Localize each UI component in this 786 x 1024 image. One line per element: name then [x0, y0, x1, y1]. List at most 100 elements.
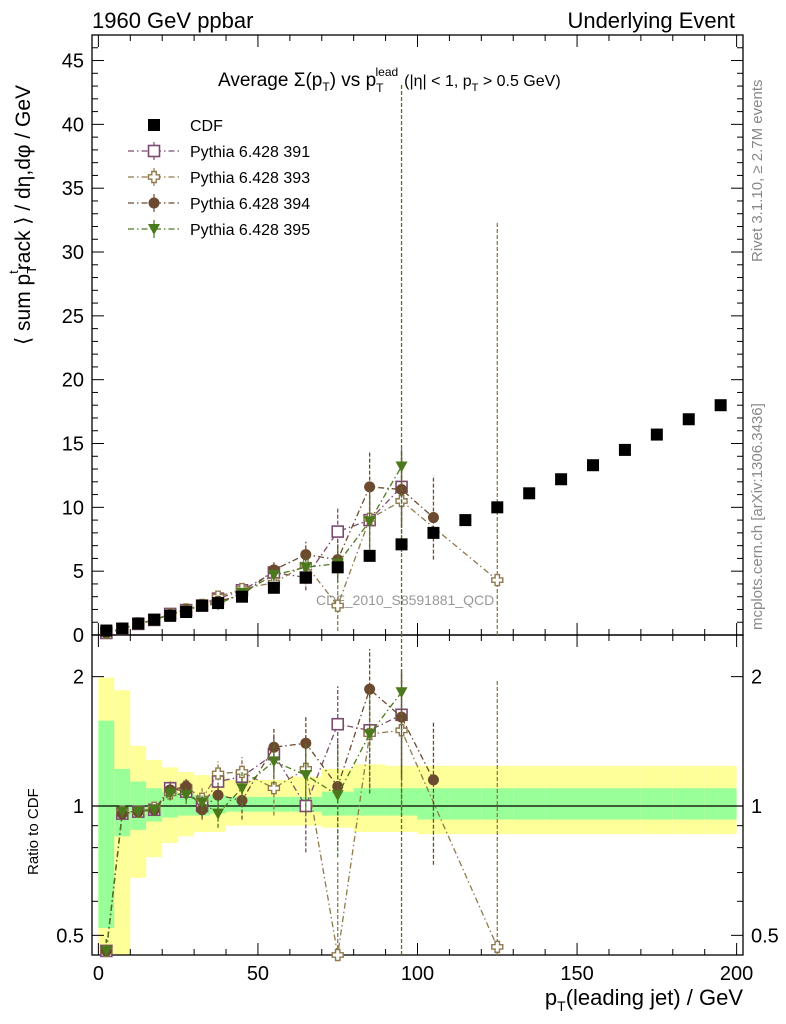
- data-point: [212, 597, 225, 610]
- title-cut: (|η| < 1, p: [404, 73, 472, 90]
- ratio-band-inner: [449, 788, 482, 820]
- x-axis-label: pT(leading jet) / GeV: [545, 985, 743, 1014]
- series-ratio-point: [427, 774, 439, 786]
- ratio-y-axis-label: Ratio to CDF: [25, 788, 42, 875]
- title-sub-t: T: [322, 80, 330, 94]
- data-point: [555, 473, 568, 486]
- series-ratio-point: [331, 790, 344, 802]
- ratio-band-inner: [98, 720, 115, 929]
- ratio-band-inner: [321, 791, 354, 816]
- legend-marker: [147, 144, 161, 158]
- data-point: [331, 561, 344, 574]
- title-sigma: Σ(p: [294, 70, 323, 91]
- ratio-tick-label-right: 2: [751, 667, 762, 689]
- series-ratio-point: [235, 783, 248, 795]
- legend-label: Pythia 6.428 394: [190, 196, 310, 213]
- series-ratio-point: [267, 782, 281, 795]
- data-point: [132, 617, 145, 630]
- data-point: [196, 599, 209, 612]
- xlabel-sub: T: [557, 998, 566, 1014]
- series-point: [491, 573, 504, 587]
- legend: CDF Pythia 6.428 391 Pythia 6.428 393 Pythi…: [128, 118, 310, 239]
- legend-label: Pythia 6.428 391: [190, 144, 310, 161]
- legend-marker: [148, 197, 160, 209]
- series-ratio-point: [196, 797, 209, 809]
- data-point: [523, 487, 536, 500]
- series-ratio-point: [164, 788, 177, 800]
- title-sub-t3: T: [472, 82, 479, 94]
- data-point: [267, 581, 280, 594]
- ratio-panel: [91, 634, 744, 956]
- series-ratio-point: [212, 808, 225, 820]
- data-point: [650, 428, 663, 441]
- y-tick-label: 15: [62, 434, 84, 456]
- data-point: [116, 622, 129, 635]
- xlabel-p: p: [545, 985, 557, 1010]
- y-tick-label: 25: [62, 306, 84, 328]
- ylabel-sup: t: [6, 270, 21, 274]
- ylabel-sub: T: [24, 266, 39, 274]
- series-ratio-point: [235, 765, 249, 779]
- data-point: [682, 413, 695, 426]
- series-point: [364, 481, 376, 493]
- series-ratio-point: [395, 687, 408, 699]
- series-ratio-line: [105, 714, 402, 951]
- series-ratio-point: [236, 794, 248, 806]
- header-left: 1960 GeV ppbar: [92, 8, 253, 33]
- series-ratio-point: [116, 806, 129, 818]
- data-point: [714, 399, 727, 412]
- series-ratio-point: [332, 781, 344, 793]
- y-tick-label: 40: [62, 114, 84, 136]
- x-tick-label: 200: [720, 963, 753, 985]
- ratio-band-inner: [577, 788, 609, 820]
- series-ratio-point: [211, 767, 225, 780]
- data-point: [618, 443, 631, 456]
- header-right: Underlying Event: [567, 8, 735, 33]
- series-ratio-point: [100, 945, 113, 957]
- data-point: [395, 538, 408, 551]
- legend-marker: [148, 224, 160, 235]
- ratio-band-inner: [640, 788, 673, 820]
- xlabel-rest: (leading jet) / GeV: [566, 985, 744, 1010]
- ratio-tick-label: 0.5: [56, 925, 84, 947]
- series-ratio-point: [180, 790, 193, 802]
- y-tick-label: 0: [73, 625, 84, 647]
- series-3: [100, 451, 439, 957]
- data-point: [100, 624, 113, 637]
- series-ratio-point: [491, 940, 504, 954]
- ratio-band-inner: [704, 788, 737, 820]
- title-sub-t2: T: [376, 81, 384, 95]
- x-tick-label: 100: [401, 963, 434, 985]
- ratio-band-inner: [545, 788, 578, 820]
- legend-marker: [147, 170, 161, 184]
- series-ratio-point: [180, 781, 192, 793]
- ylabel-pre: ⟨ sum p: [12, 274, 35, 345]
- ratio-band-inner: [513, 788, 546, 820]
- x-tick-label: 50: [247, 963, 269, 985]
- data-point: [427, 526, 440, 539]
- series-ratio-point: [132, 806, 145, 818]
- series-line: [106, 486, 403, 634]
- series-point: [427, 512, 439, 524]
- y-axis-label: ⟨ sum pTtrack ⟩ / dη,dφ / GeV: [6, 85, 39, 345]
- ratio-tick-label-right: 1: [751, 796, 762, 818]
- legend-label: Pythia 6.428 393: [190, 170, 310, 187]
- legend-label: CDF: [190, 118, 223, 135]
- series-ratio-point: [212, 789, 224, 801]
- legend-label: Pythia 6.428 395: [190, 222, 310, 239]
- y-tick-label: 10: [62, 497, 84, 519]
- series-point: [299, 562, 312, 574]
- mcplots-label: mcplots.cern.ch [arXiv:1306.3436]: [749, 403, 766, 630]
- rivet-label: Rivet 3.1.10, ≥ 2.7M events: [749, 80, 766, 263]
- series-ratio-point: [331, 717, 345, 731]
- data-point: [459, 514, 472, 527]
- data-point: [587, 459, 600, 472]
- ratio-tick-label: 2: [73, 667, 84, 689]
- y-tick-label: 5: [73, 561, 84, 583]
- series-1: [100, 448, 408, 958]
- y-tick-label: 20: [62, 370, 84, 392]
- series-ratio-point: [331, 948, 344, 962]
- series-point: [395, 461, 408, 473]
- data-point: [299, 571, 312, 584]
